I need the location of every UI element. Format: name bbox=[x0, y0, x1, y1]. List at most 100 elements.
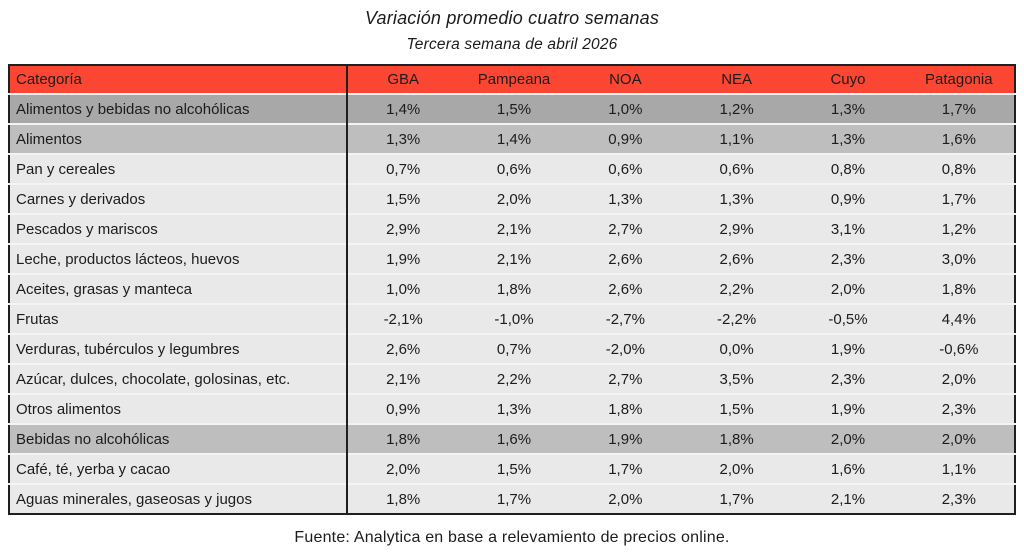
value-cell: -2,7% bbox=[605, 310, 645, 328]
value-cell: 1,5% bbox=[496, 460, 532, 478]
header-cell-region: NOA bbox=[609, 71, 642, 88]
table-row: Otros alimentos 0,9% 1,3% 1,8% 1,5% 1,9% 2,3% bbox=[9, 394, 1015, 424]
value-cell: 0,7% bbox=[386, 160, 421, 178]
value-cell: 1,2% bbox=[941, 220, 976, 238]
value-cell: 2,9% bbox=[719, 220, 754, 238]
value-cell: 1,6% bbox=[496, 430, 532, 448]
category-cell: Bebidas no alcohólicas bbox=[9, 424, 348, 454]
value-cell: 1,4% bbox=[386, 100, 421, 118]
table-row: Café, té, yerba y cacao 2,0% 1,5% 1,7% 2,0% 1… bbox=[9, 454, 1015, 484]
value-cell: 0,7% bbox=[496, 340, 532, 358]
value-cell: 1,9% bbox=[830, 400, 866, 418]
value-cell: 2,0% bbox=[941, 430, 976, 448]
value-cell: 1,3% bbox=[830, 100, 866, 118]
category-cell: Frutas bbox=[9, 304, 348, 334]
value-cell: 2,0% bbox=[386, 460, 421, 478]
value-cell: 1,3% bbox=[496, 400, 532, 418]
table-row: Frutas -2,1% -1,0% -2,7% -2,2% -0,5% 4,4% bbox=[9, 304, 1015, 334]
value-cell: 1,0% bbox=[386, 280, 421, 298]
category-cell: Café, té, yerba y cacao bbox=[9, 454, 348, 484]
value-cell: 0,0% bbox=[719, 340, 754, 358]
table-row: Pescados y mariscos 2,9% 2,1% 2,7% 2,9% 3,1% 1… bbox=[9, 214, 1015, 244]
value-cell: 1,7% bbox=[941, 190, 976, 208]
report-page: Variación promedio cuatro semanas Tercer… bbox=[8, 8, 1016, 546]
category-cell: Otros alimentos bbox=[9, 394, 348, 424]
table-row: Aguas minerales, gaseosas y jugos 1,8% 1,7… bbox=[9, 484, 1015, 514]
value-cell: 1,7% bbox=[719, 490, 754, 508]
value-cell: 1,8% bbox=[941, 280, 976, 298]
value-cell: 2,6% bbox=[719, 250, 754, 268]
value-cell: 1,3% bbox=[386, 130, 421, 148]
value-cell: 1,1% bbox=[941, 460, 976, 478]
table-head: Categoría GBA Pampeana NOA NEA Cuyo Patagonia bbox=[9, 65, 1015, 94]
value-cell: 1,9% bbox=[608, 430, 643, 448]
value-cell: 1,8% bbox=[386, 430, 421, 448]
category-cell: Leche, productos lácteos, huevos bbox=[9, 244, 348, 274]
table-row: Aceites, grasas y manteca 1,0% 1,8% 2,6% 2,2… bbox=[9, 274, 1015, 304]
header-cell-region: Patagonia bbox=[925, 71, 993, 88]
value-cell: 1,5% bbox=[386, 190, 421, 208]
table-row: Bebidas no alcohólicas 1,8% 1,6% 1,9% 1,8% 2,… bbox=[9, 424, 1015, 454]
value-cell: 0,9% bbox=[608, 130, 643, 148]
value-cell: 2,0% bbox=[830, 280, 866, 298]
category-cell: Pan y cereales bbox=[9, 154, 348, 184]
value-cell: 0,6% bbox=[608, 160, 643, 178]
category-cell: Aceites, grasas y manteca bbox=[9, 274, 348, 304]
value-cell: 1,8% bbox=[608, 400, 643, 418]
value-cell: 2,3% bbox=[830, 370, 866, 388]
value-cell: 1,8% bbox=[386, 490, 421, 508]
table-header-row: Categoría GBA Pampeana NOA NEA Cuyo Patagonia bbox=[9, 65, 1015, 94]
value-cell: 2,3% bbox=[941, 400, 976, 418]
value-cell: 1,6% bbox=[830, 460, 866, 478]
table-row: Azúcar, dulces, chocolate, golosinas, et… bbox=[9, 364, 1015, 394]
value-cell: 2,2% bbox=[496, 370, 532, 388]
table-row: Leche, productos lácteos, huevos 1,9% 2,1%… bbox=[9, 244, 1015, 274]
value-cell: 1,6% bbox=[941, 130, 976, 148]
value-cell: 3,0% bbox=[941, 250, 976, 268]
value-cell: 1,4% bbox=[496, 130, 532, 148]
value-cell: -0,5% bbox=[828, 310, 868, 328]
value-cell: 2,0% bbox=[608, 490, 643, 508]
value-cell: 2,1% bbox=[496, 220, 532, 238]
value-cell: 3,5% bbox=[719, 370, 754, 388]
value-cell: 2,0% bbox=[830, 430, 866, 448]
value-cell: 2,1% bbox=[496, 250, 532, 268]
table-row: Pan y cereales 0,7% 0,6% 0,6% 0,6% 0,8% 0,8% bbox=[9, 154, 1015, 184]
table-row: Carnes y derivados 1,5% 2,0% 1,3% 1,3% 0,9% 1,… bbox=[9, 184, 1015, 214]
table-row: Verduras, tubérculos y legumbres 2,6% 0,7%… bbox=[9, 334, 1015, 364]
category-cell: Verduras, tubérculos y legumbres bbox=[9, 334, 348, 364]
value-cell: 2,9% bbox=[386, 220, 421, 238]
header-cell-region: Cuyo bbox=[830, 71, 866, 88]
value-cell: 1,5% bbox=[719, 400, 754, 418]
value-cell: 1,8% bbox=[719, 430, 754, 448]
source-note: Fuente: Analytica en base a relevamiento… bbox=[294, 529, 730, 546]
value-cell: 4,4% bbox=[941, 310, 976, 328]
value-cell: -2,2% bbox=[717, 310, 757, 328]
value-cell: 1,3% bbox=[608, 190, 643, 208]
header-cell-category: Categoría bbox=[9, 65, 348, 94]
value-cell: 3,1% bbox=[830, 220, 866, 238]
variation-table: Categoría GBA Pampeana NOA NEA Cuyo Patagonia … bbox=[8, 64, 1016, 515]
value-cell: 2,0% bbox=[719, 460, 754, 478]
value-cell: 1,3% bbox=[719, 190, 754, 208]
value-cell: 2,6% bbox=[386, 340, 421, 358]
value-cell: 2,3% bbox=[830, 250, 866, 268]
value-cell: 2,7% bbox=[608, 370, 643, 388]
value-cell: 2,0% bbox=[941, 370, 976, 388]
value-cell: 1,0% bbox=[608, 100, 643, 118]
page-subtitle: Tercera semana de abril 2026 bbox=[406, 36, 618, 53]
header-cell-region: Pampeana bbox=[477, 71, 551, 88]
category-cell: Aguas minerales, gaseosas y jugos bbox=[9, 484, 348, 514]
header-cell-region: NEA bbox=[721, 71, 753, 88]
value-cell: 2,7% bbox=[608, 220, 643, 238]
value-cell: -2,0% bbox=[605, 340, 645, 358]
value-cell: 1,8% bbox=[496, 280, 532, 298]
value-cell: -1,0% bbox=[494, 310, 534, 328]
header-cell-region: GBA bbox=[387, 71, 419, 88]
value-cell: 1,1% bbox=[719, 130, 754, 148]
value-cell: 2,0% bbox=[496, 190, 532, 208]
value-cell: 1,9% bbox=[830, 340, 866, 358]
value-cell: -0,6% bbox=[939, 340, 979, 358]
value-cell: 0,9% bbox=[830, 190, 866, 208]
page-title: Variación promedio cuatro semanas bbox=[364, 8, 660, 28]
